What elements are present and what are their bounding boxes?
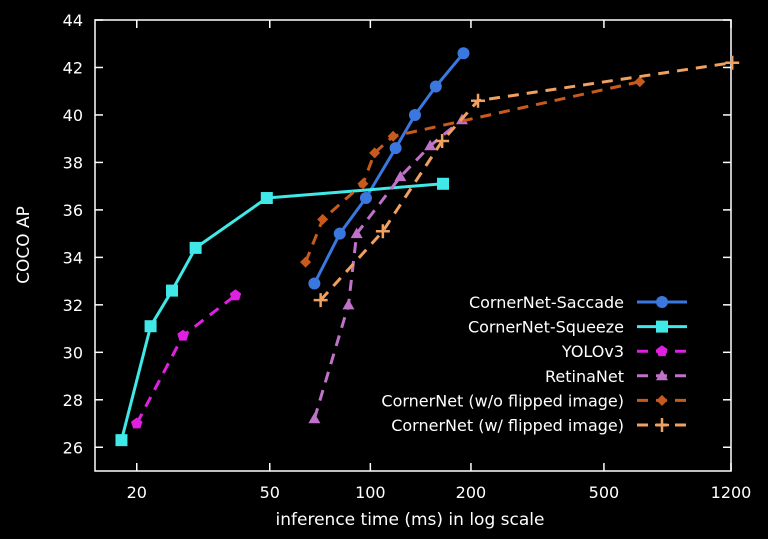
data-point <box>313 293 328 308</box>
x-tick-label: 1200 <box>711 483 752 502</box>
x-tick-label: 50 <box>260 483 280 502</box>
y-axis-label: COCO AP <box>14 206 34 284</box>
data-point <box>375 224 390 239</box>
x-axis: 20 50 100 200 500 1200 <box>127 20 752 502</box>
legend-label: RetinaNet <box>545 367 624 386</box>
x-axis-label: inference time (ms) in log scale <box>276 510 545 530</box>
y-tick-label: 26 <box>63 438 83 457</box>
legend-marker <box>656 394 668 406</box>
y-tick-label: 36 <box>63 201 83 220</box>
series-line <box>312 118 463 420</box>
legend-label: CornerNet-Saccade <box>469 293 624 312</box>
data-point <box>177 329 189 341</box>
y-tick-label: 40 <box>63 106 83 125</box>
y-tick-label: 44 <box>63 11 83 30</box>
legend-entry: CornerNet-Squeeze <box>468 318 687 337</box>
plot-frame <box>94 19 732 472</box>
data-point <box>471 93 486 108</box>
series-yolov3 <box>131 289 242 429</box>
data-point <box>260 192 273 205</box>
legend-marker <box>655 418 669 432</box>
data-point <box>115 434 128 447</box>
data-point <box>429 80 442 93</box>
data-point <box>131 417 143 429</box>
plot-border <box>94 19 732 472</box>
x-tick-label: 100 <box>355 483 386 502</box>
data-point <box>437 177 450 190</box>
data-point <box>189 241 202 254</box>
series-line <box>304 80 641 263</box>
data-point <box>408 108 421 121</box>
legend: CornerNet-Saccade CornerNet-Squeeze YOLOv3… <box>381 293 687 435</box>
y-tick-label: 38 <box>63 153 83 172</box>
data-point <box>317 213 329 225</box>
series-line <box>319 61 733 302</box>
series-line <box>135 294 237 425</box>
series-layer <box>115 47 740 447</box>
data-point <box>725 55 740 70</box>
y-tick-label: 30 <box>63 343 83 362</box>
data-point <box>394 170 407 182</box>
legend-label: CornerNet (w/o flipped image) <box>381 391 624 410</box>
legend-entry: RetinaNet <box>545 367 687 386</box>
x-tick-label: 500 <box>589 483 620 502</box>
y-tick-label: 28 <box>63 391 83 410</box>
series-cornernet-w-flipped-image <box>313 55 740 308</box>
data-point <box>308 277 321 290</box>
data-point <box>166 284 179 297</box>
data-point <box>300 256 312 268</box>
data-point <box>229 289 242 301</box>
legend-marker <box>656 320 668 333</box>
y-axis: 26 28 30 32 34 36 38 40 42 44 <box>63 11 731 457</box>
series-cornernet-saccade <box>308 47 470 290</box>
data-point <box>144 320 157 333</box>
data-point <box>424 139 437 151</box>
legend-entry: CornerNet-Saccade <box>469 293 687 312</box>
series-line <box>120 182 444 441</box>
legend-entry: CornerNet (w/o flipped image) <box>381 391 687 410</box>
data-point <box>342 298 355 310</box>
data-point <box>333 227 346 240</box>
data-point <box>369 147 381 159</box>
y-tick-label: 42 <box>63 58 83 77</box>
legend-label: YOLOv3 <box>561 342 624 361</box>
legend-entry: CornerNet (w/ flipped image) <box>391 416 687 435</box>
x-tick-label: 200 <box>456 483 487 502</box>
legend-marker <box>656 369 668 381</box>
legend-entry: YOLOv3 <box>561 342 687 361</box>
legend-label: CornerNet-Squeeze <box>468 318 624 337</box>
legend-label: CornerNet (w/ flipped image) <box>391 416 624 435</box>
series-cornernet-w-o-flipped-image <box>300 76 646 268</box>
data-point <box>634 76 646 88</box>
data-point <box>350 227 363 239</box>
data-point <box>435 134 450 149</box>
data-point <box>357 178 369 190</box>
data-point <box>387 130 399 142</box>
legend-marker <box>656 296 668 308</box>
data-point <box>308 412 321 424</box>
data-point <box>359 192 372 205</box>
data-point <box>457 47 470 60</box>
y-tick-label: 32 <box>63 296 83 315</box>
x-tick-label: 20 <box>127 483 147 502</box>
legend-marker <box>656 345 668 357</box>
y-tick-label: 34 <box>63 248 83 267</box>
data-point <box>389 142 402 155</box>
series-cornernet-squeeze <box>115 177 450 447</box>
